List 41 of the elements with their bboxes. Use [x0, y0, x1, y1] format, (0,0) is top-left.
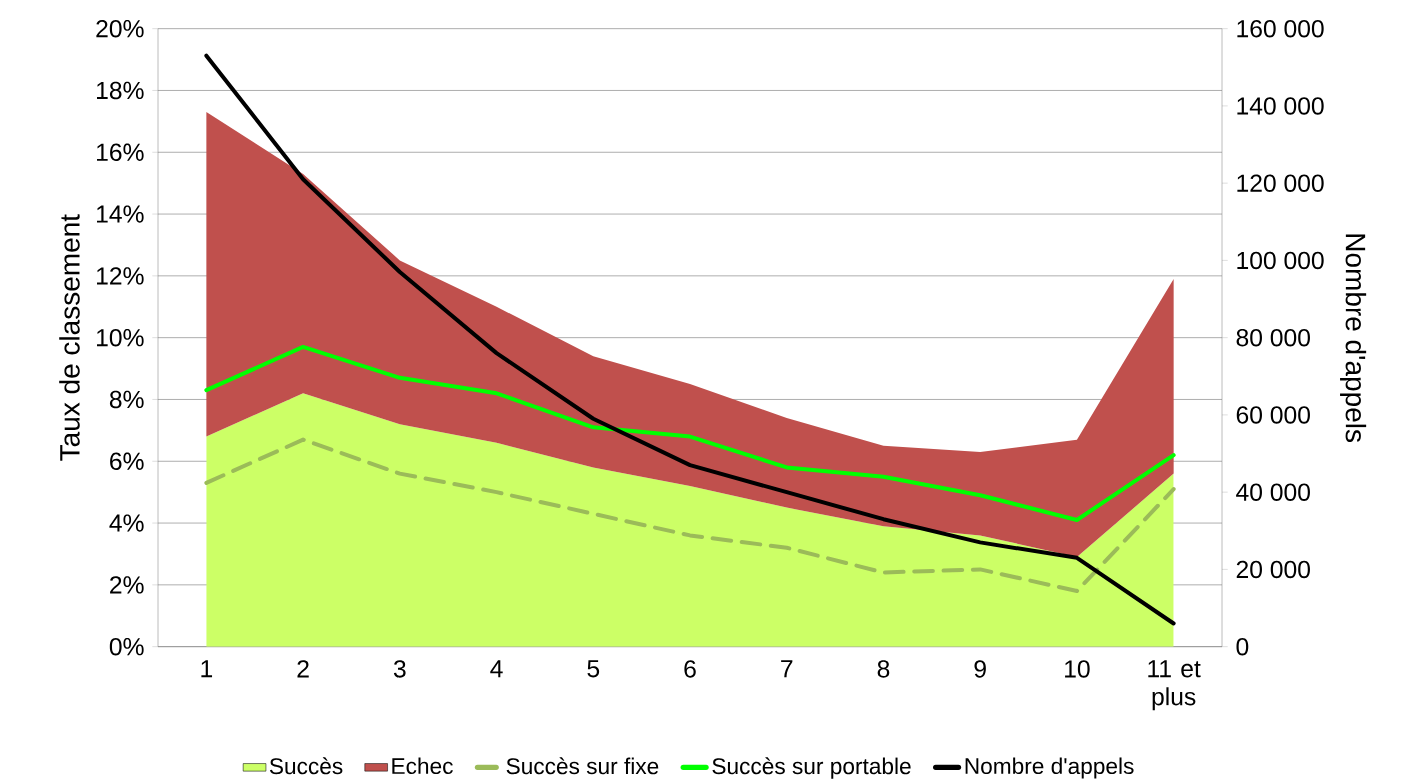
y2-tick-label: 140 000	[1237, 97, 1324, 115]
y2-tick-label: 40 000	[1236, 483, 1310, 501]
y-tick-label: 8%	[109, 390, 144, 409]
y2-axis-title: Nombre d'appels	[1340, 234, 1367, 442]
x-tick-label: 6	[684, 660, 696, 678]
y-tick-label: 12%	[97, 267, 144, 285]
x-tick-label: 11 et plus	[1148, 660, 1201, 711]
x-tick-label: 8	[877, 660, 890, 678]
line-series	[204, 437, 1176, 594]
y-axis-title: Taux de classement	[59, 214, 80, 461]
y-tick-label: 14%	[97, 205, 144, 223]
line-series	[204, 53, 1176, 626]
y-tick-label: 20%	[96, 19, 144, 38]
x-tick-label: 1	[201, 660, 213, 678]
line-series	[204, 344, 1176, 522]
legend-label: Nombre d'appels	[965, 757, 1134, 779]
legend-label: Succès sur fixe	[506, 757, 659, 775]
legend-label: Succès sur portable	[712, 757, 911, 779]
x-tick-label: 7	[781, 660, 793, 678]
y-tick-label: 0%	[109, 637, 144, 656]
y2-tick-label: 100 000	[1237, 251, 1324, 270]
x-tick-label: 2	[297, 660, 309, 678]
legend-label: Succès	[269, 757, 343, 775]
y-tick-label: 10%	[97, 328, 144, 347]
x-tick-label: 9	[974, 660, 986, 678]
y2-tick-label: 0	[1236, 637, 1249, 656]
x-tick-label: 5	[587, 660, 600, 678]
x-tick-label: 4	[490, 660, 503, 678]
y2-tick-label: 80 000	[1236, 328, 1310, 347]
y-tick-label: 2%	[110, 576, 144, 594]
y-tick-label: 18%	[97, 81, 144, 100]
y-tick-label: 6%	[110, 452, 144, 470]
legend-label: Echec	[392, 757, 453, 775]
x-tick-label: 3	[393, 660, 406, 678]
y2-tick-label: 120 000	[1237, 174, 1324, 192]
y2-tick-label: 60 000	[1236, 406, 1310, 424]
y2-tick-label: 20 000	[1236, 560, 1310, 579]
x-tick-label: 10	[1065, 660, 1090, 678]
y-tick-label: 16%	[97, 143, 144, 161]
y-tick-label: 4%	[109, 514, 144, 532]
y2-tick-label: 160 000	[1237, 19, 1324, 38]
